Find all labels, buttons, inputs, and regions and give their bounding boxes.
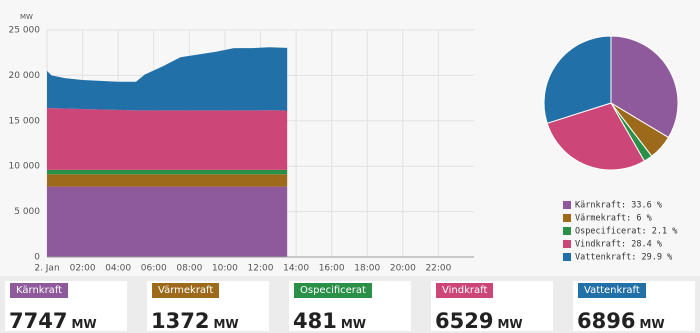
value: 7747 <box>9 309 68 333</box>
card-value: 7747 MW <box>9 309 97 333</box>
card-label: Ospecificerat <box>294 283 372 298</box>
x-tick-label: 2. Jan <box>34 264 59 274</box>
x-tick-label: 20:00 <box>390 264 416 274</box>
value: 6896 <box>577 309 636 333</box>
card: Vattenkraft 6896 MW <box>573 281 695 333</box>
legend-label: Ospecificerat: 2.1 % <box>575 227 677 237</box>
y-axis-title: MW <box>20 13 33 21</box>
card: Värmekraft 1372 MW <box>147 281 269 333</box>
chart: MW 0 5 000 10 000 15 000 20 000 25 000 2. Jan 0… <box>0 0 700 276</box>
pie-slice <box>610 35 679 139</box>
unit: MW <box>71 317 97 331</box>
x-tick-label: 08:00 <box>176 264 202 274</box>
legend-swatch <box>563 214 571 222</box>
x-tick-label: 04:00 <box>105 264 131 274</box>
legend-swatch <box>563 240 571 248</box>
legend-swatch <box>563 227 571 235</box>
pie-slice <box>543 35 612 124</box>
card-label: Vattenkraft <box>578 283 646 298</box>
x-tick-label: 10:00 <box>212 264 238 274</box>
card: Ospecificerat 481 MW <box>289 281 411 333</box>
area <box>47 169 288 175</box>
unit: MW <box>213 317 239 331</box>
y-tick-label: 25 000 <box>9 26 41 36</box>
y-tick-label: 15 000 <box>9 116 41 126</box>
card: Kärnkraft 7747 MW <box>5 281 127 333</box>
x-tick-label: 02:00 <box>70 264 96 274</box>
value: 6529 <box>435 309 494 333</box>
unit: MW <box>639 317 665 331</box>
y-tick-label: 0 <box>34 253 40 263</box>
legend-label: Värmekraft: 6 % <box>575 214 652 224</box>
legend-swatch <box>563 201 571 209</box>
card-label: Värmekraft <box>152 283 220 298</box>
y-tick-label: 10 000 <box>9 162 41 172</box>
x-tick-label: 16:00 <box>319 264 345 274</box>
card-value: 1372 MW <box>151 309 239 333</box>
x-tick-label: 12:00 <box>248 264 274 274</box>
card-label: Kärnkraft <box>10 283 69 298</box>
card: Vindkraft 6529 MW <box>431 281 553 333</box>
y-tick-label: 20 000 <box>9 71 41 81</box>
area <box>47 186 288 257</box>
area <box>47 174 288 187</box>
x-tick-label: 06:00 <box>141 264 167 274</box>
card-value: 481 MW <box>293 309 366 333</box>
x-tick-label: 22:00 <box>425 264 451 274</box>
value: 481 <box>293 309 337 333</box>
card-label: Vindkraft <box>436 283 494 298</box>
x-tick-label: 14:00 <box>283 264 309 274</box>
area <box>47 108 288 170</box>
legend-label: Vindkraft: 28.4 % <box>575 240 662 250</box>
legend-label: Vattenkraft: 29.9 % <box>575 253 672 263</box>
legend-swatch <box>563 253 571 261</box>
pie-slice <box>546 102 646 171</box>
legend-label: Kärnkraft: 33.6 % <box>575 201 662 211</box>
card-value: 6529 MW <box>435 309 523 333</box>
card-value: 6896 MW <box>577 309 665 333</box>
unit: MW <box>497 317 523 331</box>
value: 1372 <box>151 309 210 333</box>
unit: MW <box>340 317 367 331</box>
x-tick-label: 18:00 <box>354 264 380 274</box>
area <box>47 47 288 111</box>
y-tick-label: 5 000 <box>14 207 40 217</box>
